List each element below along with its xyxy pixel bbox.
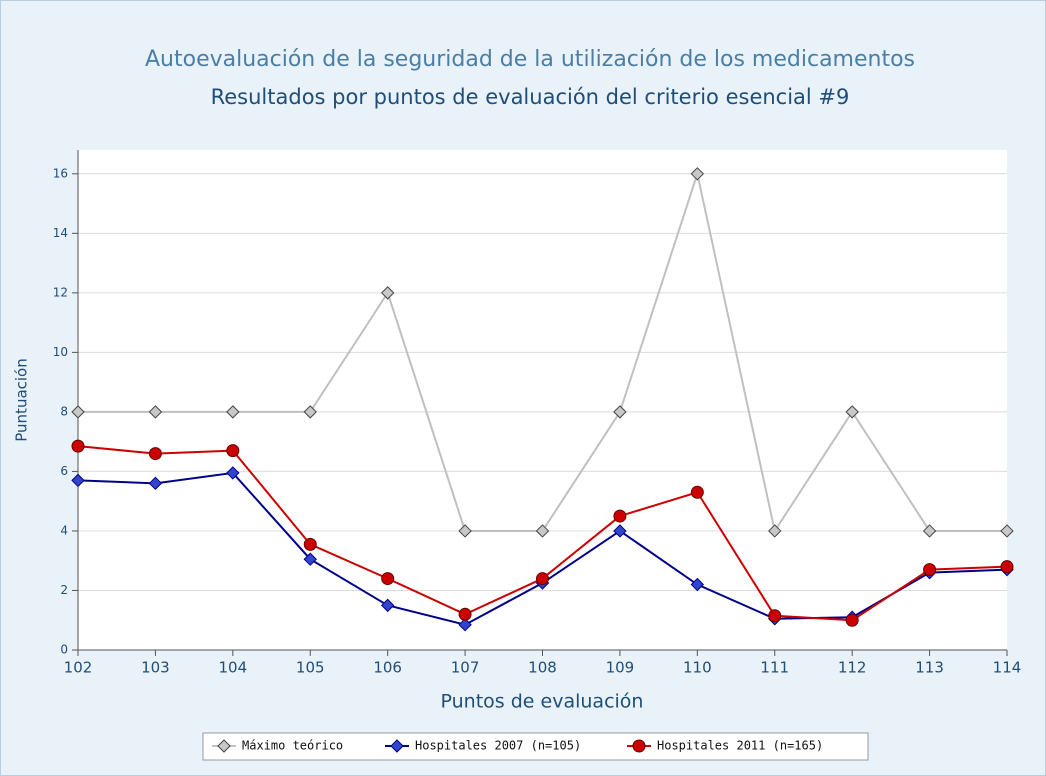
- x-tick-label: 102: [64, 659, 93, 677]
- data-point: [613, 524, 627, 538]
- y-tick-label: 14: [53, 226, 68, 240]
- x-tick-label: 110: [683, 659, 712, 677]
- data-point: [226, 444, 240, 458]
- data-point: [768, 609, 782, 623]
- data-point: [380, 598, 395, 613]
- y-tick-label: 10: [53, 345, 68, 359]
- legend-marker: [632, 739, 646, 753]
- data-point: [303, 537, 317, 551]
- y-axis-label: Puntuación: [13, 358, 31, 441]
- data-point: [535, 524, 550, 538]
- data-point: [1000, 560, 1014, 574]
- x-tick-label: 105: [296, 659, 325, 677]
- x-tick-label: 104: [219, 659, 248, 677]
- data-point: [381, 572, 395, 586]
- x-tick-label: 107: [451, 659, 480, 677]
- y-tick-label: 16: [53, 166, 68, 180]
- x-tick-label: 106: [373, 659, 402, 677]
- data-point: [380, 286, 395, 300]
- data-point: [922, 524, 937, 538]
- chart-subtitle: Resultados por puntos de evaluación del …: [211, 85, 850, 109]
- data-point: [71, 405, 85, 419]
- data-point: [458, 607, 472, 621]
- y-tick-label: 6: [60, 464, 68, 478]
- data-point: [226, 405, 240, 419]
- x-tick-label: 111: [760, 659, 789, 677]
- data-point: [923, 563, 937, 577]
- legend-box: [202, 732, 869, 761]
- data-point: [613, 509, 627, 523]
- data-point: [768, 524, 782, 538]
- data-point: [458, 524, 472, 538]
- legend-label: Hospitales 2007 (n=105): [415, 739, 581, 753]
- data-point: [690, 167, 705, 181]
- data-point: [71, 473, 85, 488]
- y-tick-label: 8: [60, 404, 68, 418]
- x-tick-label: 113: [915, 659, 944, 677]
- x-tick-label: 112: [838, 659, 867, 677]
- data-point: [148, 447, 162, 461]
- x-tick-label: 109: [606, 659, 635, 677]
- data-point: [148, 476, 163, 491]
- data-point: [303, 552, 317, 566]
- data-point: [458, 617, 472, 632]
- data-point: [845, 613, 859, 627]
- x-tick-label: 114: [993, 659, 1022, 677]
- data-point: [613, 405, 627, 419]
- x-tick-label: 108: [528, 659, 557, 677]
- y-tick-label: 12: [53, 285, 68, 299]
- x-axis-label: Puntos de evaluación: [441, 691, 644, 713]
- y-tick-label: 0: [60, 643, 68, 657]
- data-point: [690, 485, 704, 499]
- data-point: [1000, 524, 1014, 538]
- y-tick-label: 2: [60, 583, 68, 597]
- data-point: [303, 405, 317, 419]
- legend-marker: [217, 739, 231, 753]
- data-point: [690, 577, 705, 592]
- chart-title: Autoevaluación de la seguridad de la uti…: [145, 47, 915, 72]
- data-point: [148, 405, 163, 419]
- legend-label: Hospitales 2011 (n=165): [657, 739, 823, 753]
- legend-marker: [390, 739, 404, 753]
- data-point: [845, 405, 859, 419]
- y-tick-label: 4: [60, 523, 68, 537]
- data-point: [536, 572, 549, 586]
- x-tick-label: 103: [141, 659, 170, 677]
- legend-label: Máximo teórico: [242, 739, 343, 753]
- data-point: [71, 439, 85, 453]
- data-point: [226, 466, 240, 480]
